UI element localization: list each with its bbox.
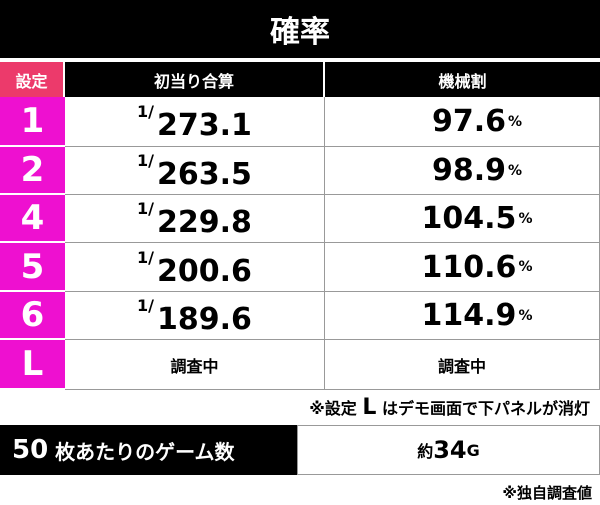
- prob-cell: 1/189.6: [65, 292, 325, 340]
- footnote: ※独自調査値: [502, 484, 592, 502]
- games-text: 枚あたりのゲーム数: [48, 439, 235, 464]
- payout-value: 104.5: [421, 201, 517, 236]
- prob-cell: 1/263.5: [65, 147, 325, 195]
- payout-value: 98.9: [431, 153, 506, 188]
- prob-prefix: 1/: [137, 296, 155, 315]
- prob-cell: 1/229.8: [65, 195, 325, 243]
- setting-cell: 2: [0, 147, 65, 195]
- prob-prefix: 1/: [137, 247, 155, 267]
- prob-prefix: 1/: [137, 151, 155, 170]
- header-cell: 機械割: [325, 62, 600, 97]
- payout-value: 114.9: [421, 298, 517, 333]
- note: ※設定 L はデモ画面で下パネルが消灯: [309, 395, 590, 420]
- payout-cell: 110.6%: [325, 243, 600, 292]
- payout-value: 110.6: [421, 249, 517, 285]
- prob-cell: 1/200.6: [65, 243, 325, 292]
- header-cell: 設定: [0, 62, 63, 97]
- prob-cell: 1/273.1: [65, 97, 325, 147]
- games-number: 34: [433, 436, 467, 464]
- payout-cell: 114.9%: [325, 292, 600, 340]
- payout-text: 調査中: [437, 356, 486, 376]
- games-unit: G: [466, 440, 480, 460]
- payout-unit: %: [508, 162, 523, 179]
- prob-value: 273.1: [157, 108, 252, 143]
- payout-cell: 98.9%: [325, 147, 600, 195]
- prob-value: 200.6: [157, 253, 252, 289]
- games-approx: 約: [417, 442, 434, 461]
- note-text: はデモ画面で下パネルが消灯: [376, 399, 590, 418]
- games-label: 50 枚あたりのゲーム数: [0, 425, 297, 475]
- note-key: L: [362, 395, 377, 420]
- payout-cell: 調査中: [325, 340, 600, 390]
- payout-unit: %: [508, 113, 523, 130]
- payout-value: 97.6: [431, 104, 506, 139]
- title: 確率: [0, 0, 600, 58]
- payout-cell: 97.6%: [325, 97, 600, 147]
- prob-value: 189.6: [157, 302, 252, 337]
- games-count: 50: [12, 435, 49, 465]
- prob-value: 229.8: [157, 205, 252, 240]
- prob-cell: 調査中: [65, 340, 325, 390]
- note-text: ※設定: [309, 399, 363, 418]
- payout-unit: %: [518, 307, 533, 324]
- payout-cell: 104.5%: [325, 195, 600, 243]
- setting-cell: 6: [0, 292, 65, 340]
- prob-prefix: 1/: [137, 102, 155, 121]
- prob-prefix: 1/: [137, 199, 155, 218]
- setting-cell: 5: [0, 243, 65, 292]
- games-value: 約 34 G: [297, 425, 600, 475]
- payout-unit: %: [518, 210, 533, 227]
- prob-value: 263.5: [157, 157, 252, 192]
- payout-unit: %: [518, 259, 533, 275]
- setting-cell: 1: [0, 97, 65, 147]
- setting-cell: 4: [0, 195, 65, 243]
- setting-cell: L: [0, 340, 65, 390]
- header-cell: 初当り合算: [65, 62, 323, 97]
- prob-text: 調査中: [170, 356, 219, 376]
